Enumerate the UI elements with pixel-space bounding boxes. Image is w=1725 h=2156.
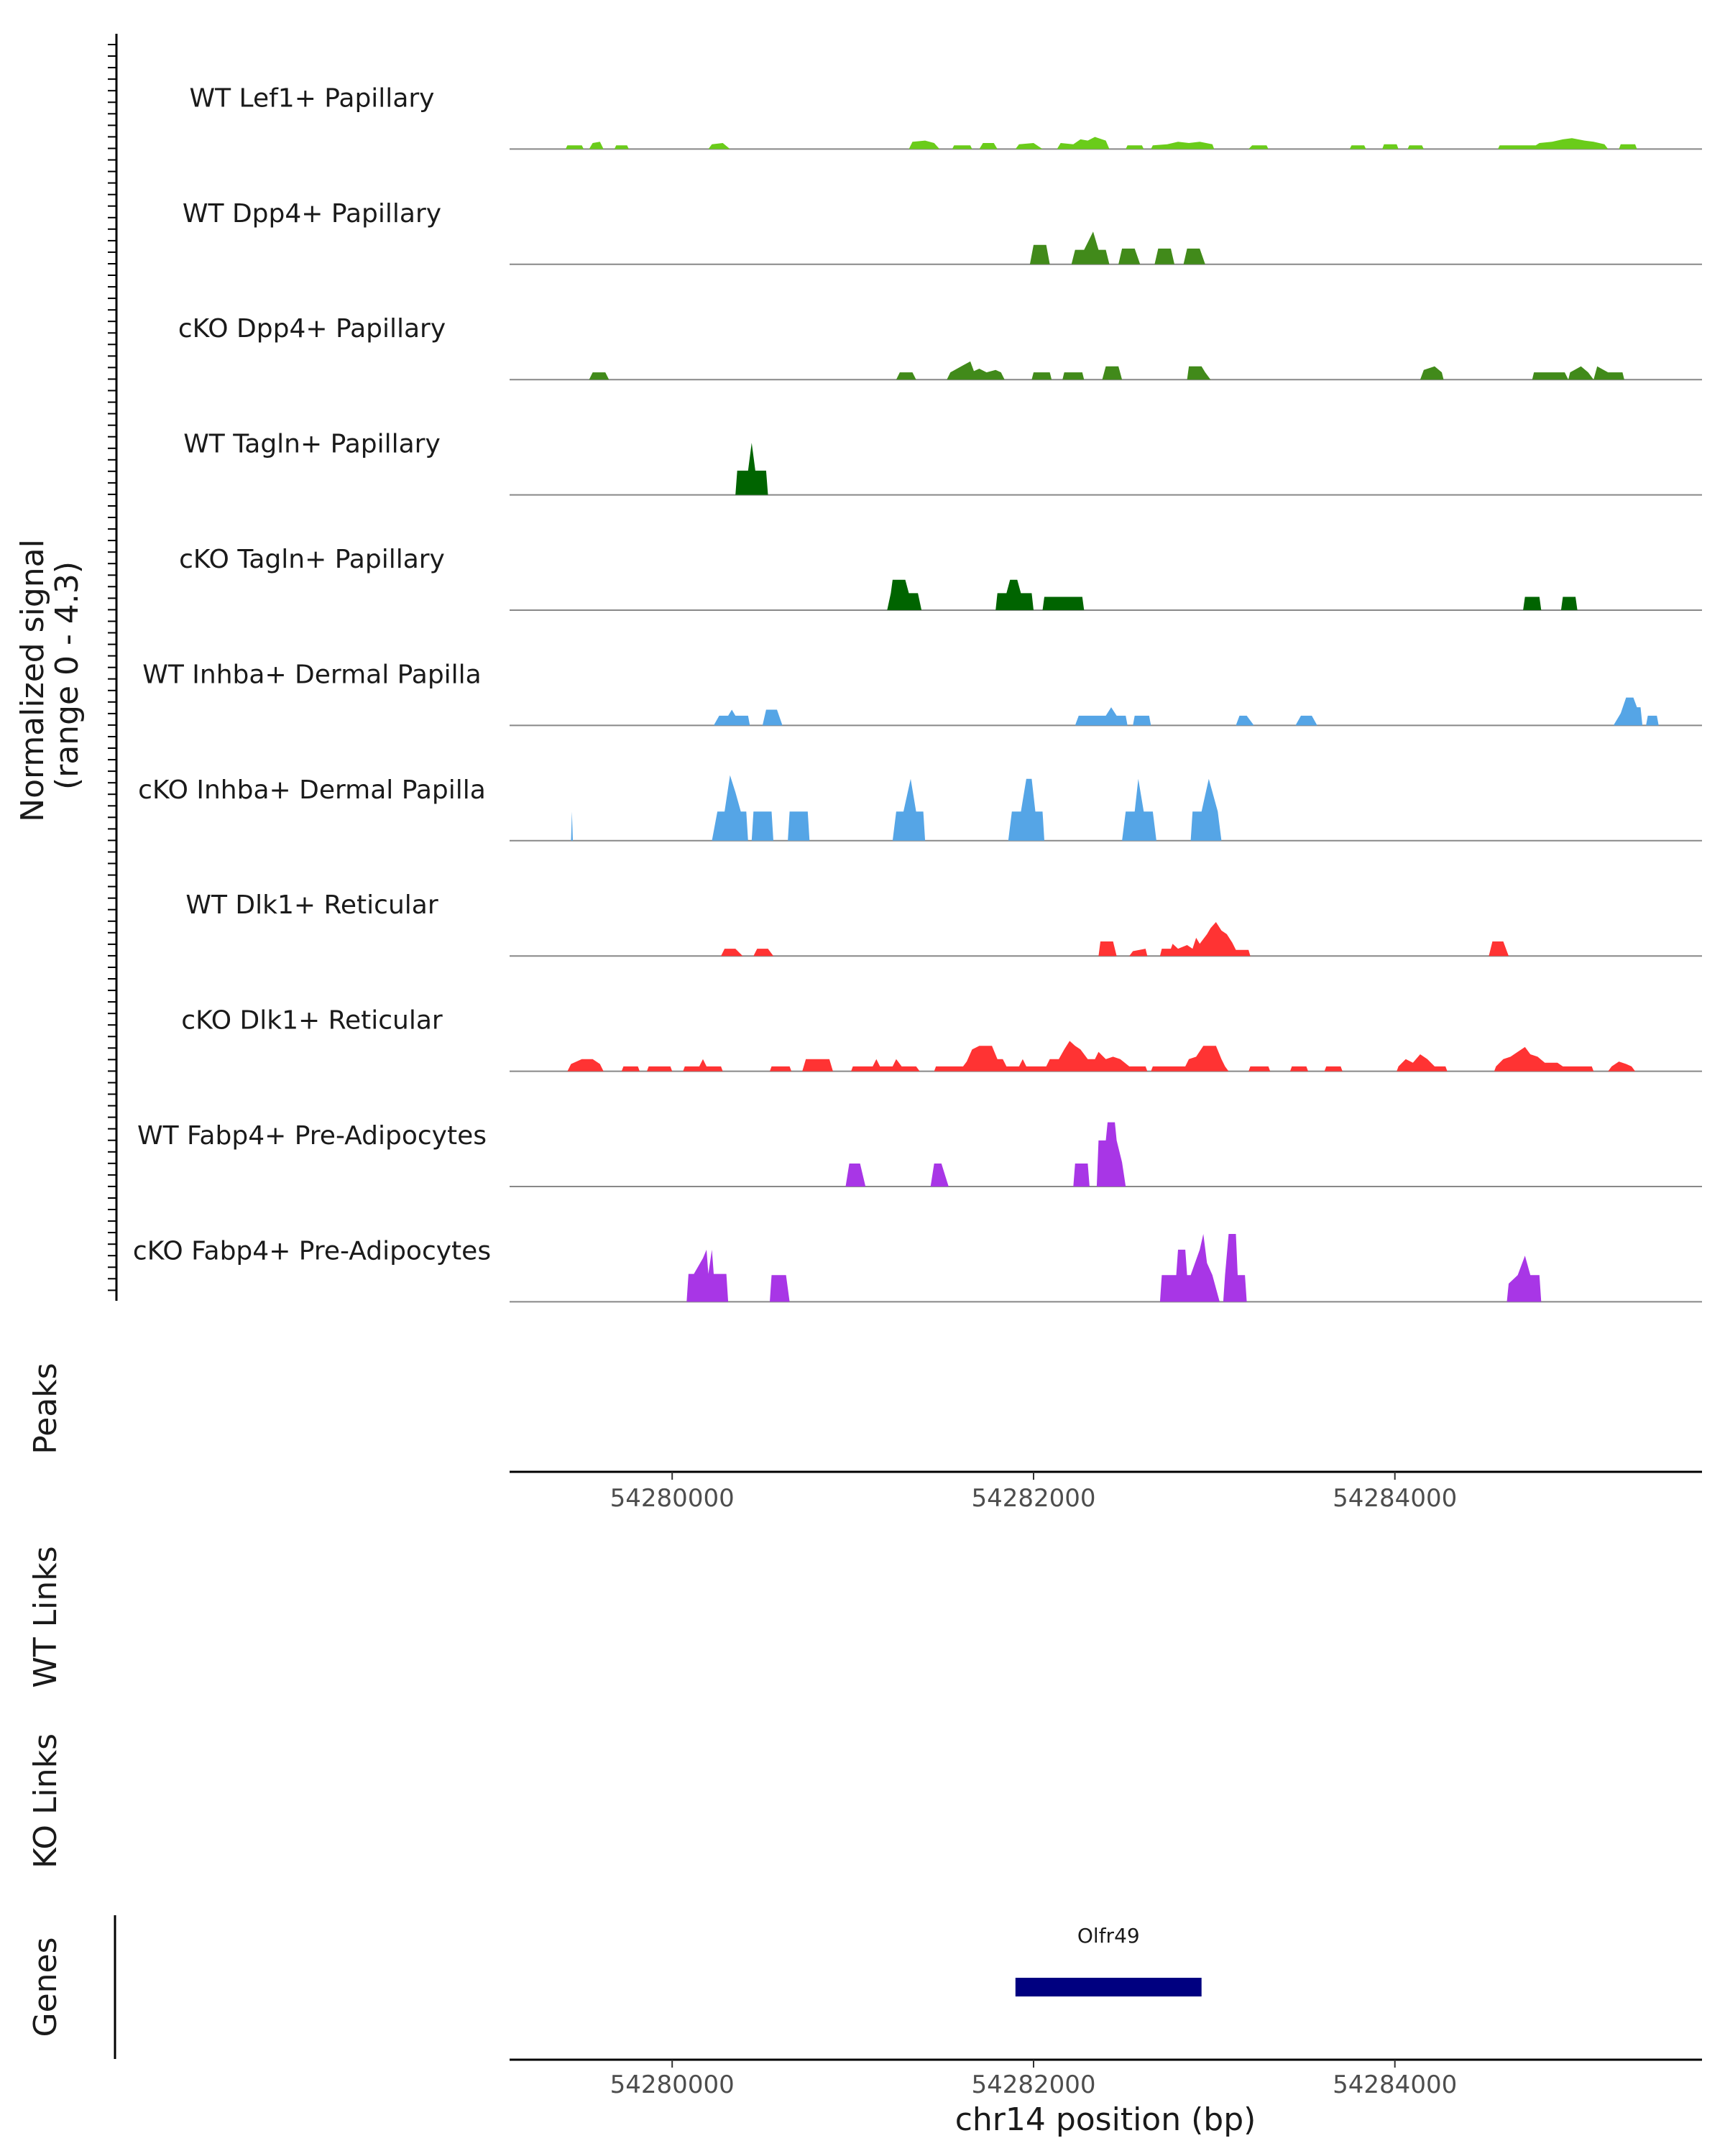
coverage-area	[735, 443, 768, 495]
track-label: cKO Dlk1+ Reticular	[181, 1006, 443, 1036]
genes-label: Genes	[27, 1937, 64, 2037]
x-tick-label: 54284000	[1333, 2070, 1457, 2099]
track-labels: WT Lef1+ Papillary WT Dpp4+ Papillary cKO …	[133, 83, 491, 1266]
track-label: cKO Dpp4+ Papillary	[178, 314, 446, 344]
track-label: WT Dlk1+ Reticular	[185, 890, 438, 920]
x-tick-label: 54280000	[610, 2070, 735, 2099]
track-label: WT Fabp4+ Pre-Adipocytes	[137, 1121, 487, 1151]
wt-links-label: WT Links	[27, 1546, 64, 1687]
coverage-area	[565, 137, 1637, 149]
peaks-x-axis-ticks: 54280000 54282000 54284000	[610, 1472, 1457, 1513]
coverage-area	[845, 1122, 1126, 1187]
track-label: cKO Tagln+ Papillary	[179, 545, 445, 574]
x-axis-title: chr14 position (bp)	[955, 2101, 1256, 2138]
track-label: WT Tagln+ Papillary	[183, 430, 441, 459]
coverage-area	[686, 1234, 1542, 1302]
coverage-area	[1029, 231, 1205, 264]
track-label: WT Lef1+ Papillary	[190, 83, 435, 113]
coverage-area	[721, 922, 1509, 957]
track-label: WT Inhba+ Dermal Papilla	[142, 660, 481, 689]
track-label: cKO Fabp4+ Pre-Adipocytes	[133, 1236, 491, 1266]
coverage-area	[887, 579, 1578, 610]
track-label: WT Dpp4+ Papillary	[183, 199, 441, 229]
signal-axis-ticks	[108, 44, 116, 1291]
x-tick-label: 54280000	[610, 1484, 735, 1513]
gene-body	[1015, 1978, 1202, 1996]
x-tick-label: 54284000	[1333, 1484, 1457, 1513]
y-axis-title-line2: (range 0 - 4.3)	[49, 561, 86, 790]
x-tick-label: 54282000	[971, 2070, 1095, 2099]
gene-name: Olfr49	[1077, 1924, 1140, 1948]
coverage-area	[714, 697, 1659, 726]
y-axis-title-line1: Normalized signal	[14, 539, 51, 822]
gene-models: Olfr49	[1015, 1924, 1202, 1996]
x-tick-label: 54282000	[971, 1484, 1095, 1513]
genes-x-axis-ticks: 54280000 54282000 54284000	[610, 2060, 1457, 2099]
coverage-area	[567, 1041, 1635, 1072]
coverage-area	[571, 775, 1222, 841]
peaks-label: Peaks	[27, 1363, 64, 1454]
track-areas	[565, 137, 1659, 1302]
y-axis-title: Normalized signal (range 0 - 4.3)	[14, 529, 86, 822]
ko-links-label: KO Links	[27, 1733, 64, 1869]
coverage-area	[589, 361, 1624, 380]
track-label: cKO Inhba+ Dermal Papilla	[138, 775, 486, 805]
